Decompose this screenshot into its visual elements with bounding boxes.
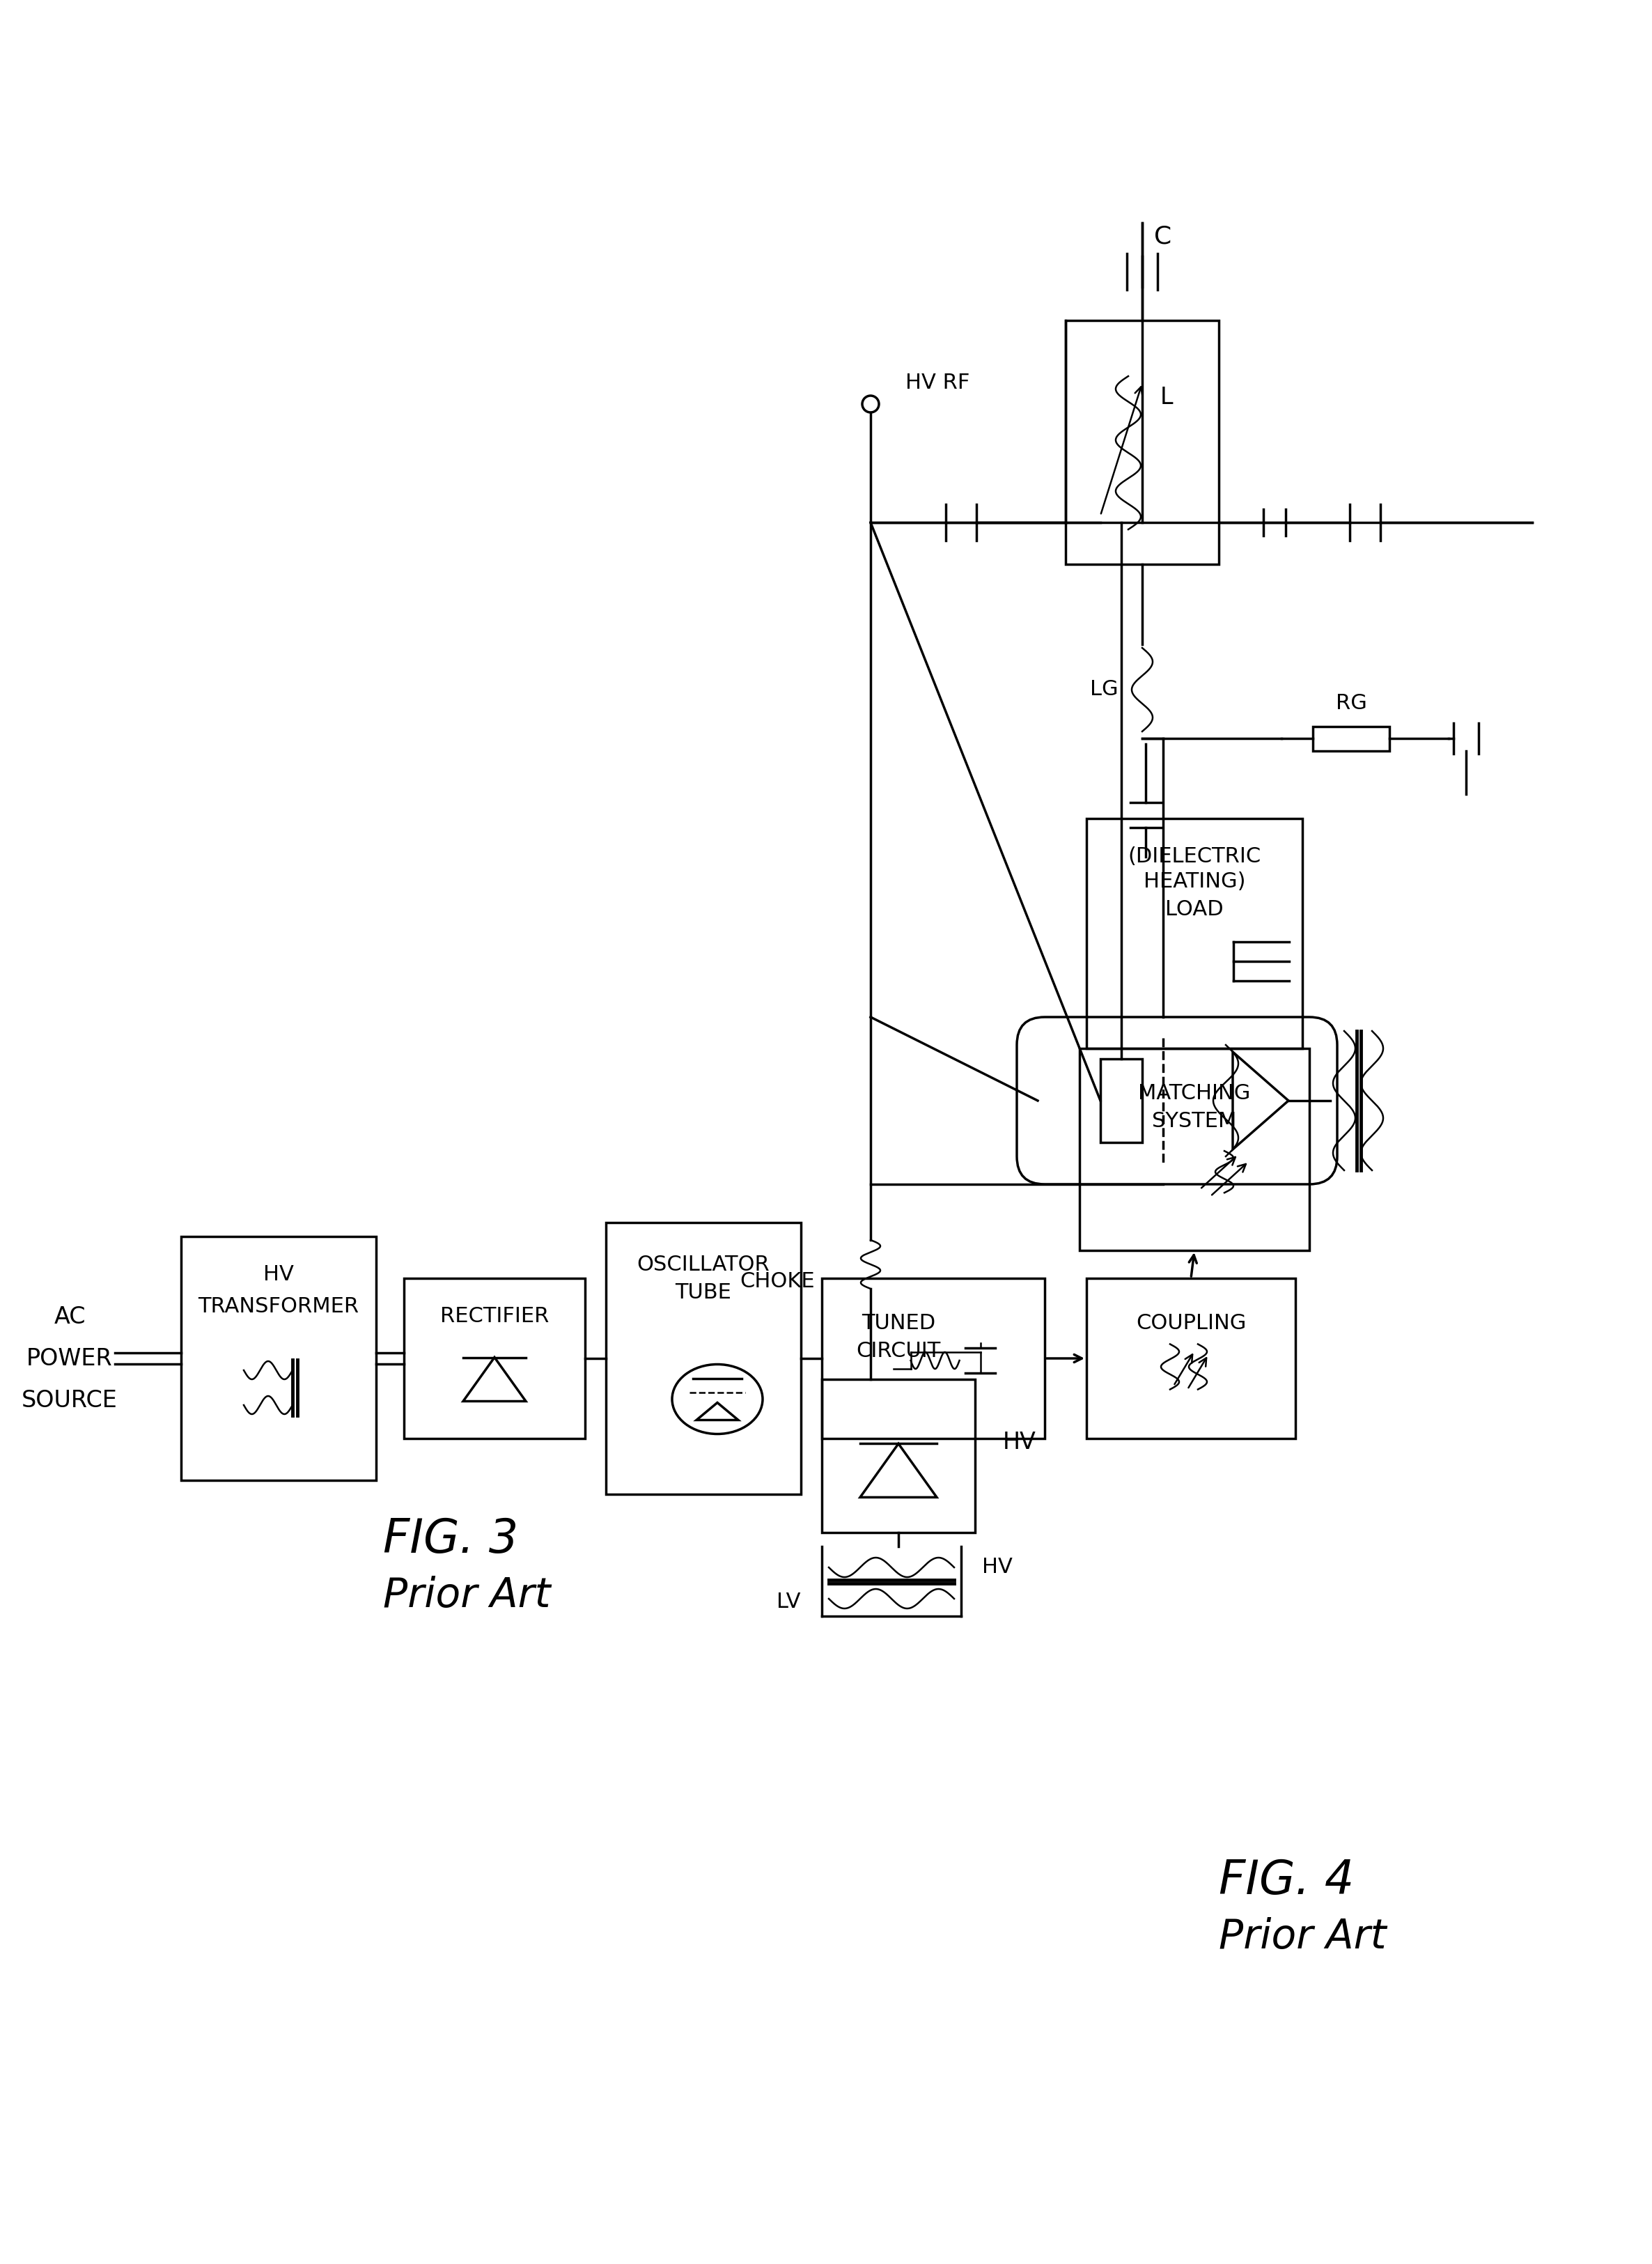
Text: Prior Art: Prior Art <box>383 1576 550 1614</box>
Text: LG: LG <box>1090 679 1118 700</box>
Bar <box>1100 1060 1142 1143</box>
Text: OSCILLATOR: OSCILLATOR <box>638 1254 770 1275</box>
Text: SYSTEM: SYSTEM <box>1151 1112 1237 1132</box>
Bar <box>1313 727 1389 752</box>
Text: RECTIFIER: RECTIFIER <box>439 1306 548 1327</box>
Text: HV: HV <box>263 1266 294 1286</box>
Bar <box>1079 1048 1310 1250</box>
Bar <box>405 1279 585 1438</box>
Text: Prior Art: Prior Art <box>1219 1918 1386 1956</box>
Text: HEATING): HEATING) <box>1143 872 1246 892</box>
Text: LOAD: LOAD <box>1165 899 1224 919</box>
Bar <box>1087 1279 1295 1438</box>
Text: HV: HV <box>981 1558 1013 1578</box>
Text: CHOKE: CHOKE <box>740 1272 814 1293</box>
Bar <box>1066 321 1219 564</box>
Bar <box>182 1236 377 1481</box>
Text: TUNED: TUNED <box>861 1313 935 1333</box>
Bar <box>1087 820 1302 1048</box>
Text: SOURCE: SOURCE <box>21 1388 117 1413</box>
Text: LV: LV <box>776 1592 801 1612</box>
Text: HV RF: HV RF <box>905 374 970 394</box>
Text: FIG. 3: FIG. 3 <box>383 1517 519 1562</box>
Text: FIG. 4: FIG. 4 <box>1219 1859 1355 1904</box>
Text: CIRCUIT: CIRCUIT <box>856 1340 940 1361</box>
Bar <box>606 1223 801 1494</box>
Text: TRANSFORMER: TRANSFORMER <box>198 1295 358 1315</box>
Text: POWER: POWER <box>26 1347 112 1370</box>
Bar <box>821 1379 975 1533</box>
Text: L: L <box>1160 385 1173 408</box>
Bar <box>821 1279 1044 1438</box>
Text: RG: RG <box>1335 693 1366 713</box>
Text: C: C <box>1155 224 1171 249</box>
Text: TUBE: TUBE <box>676 1281 732 1302</box>
Text: HV: HV <box>1003 1431 1036 1453</box>
Text: MATCHING: MATCHING <box>1138 1084 1251 1105</box>
Text: AC: AC <box>55 1304 86 1329</box>
Text: COUPLING: COUPLING <box>1137 1313 1246 1333</box>
Text: (DIELECTRIC: (DIELECTRIC <box>1128 847 1260 867</box>
